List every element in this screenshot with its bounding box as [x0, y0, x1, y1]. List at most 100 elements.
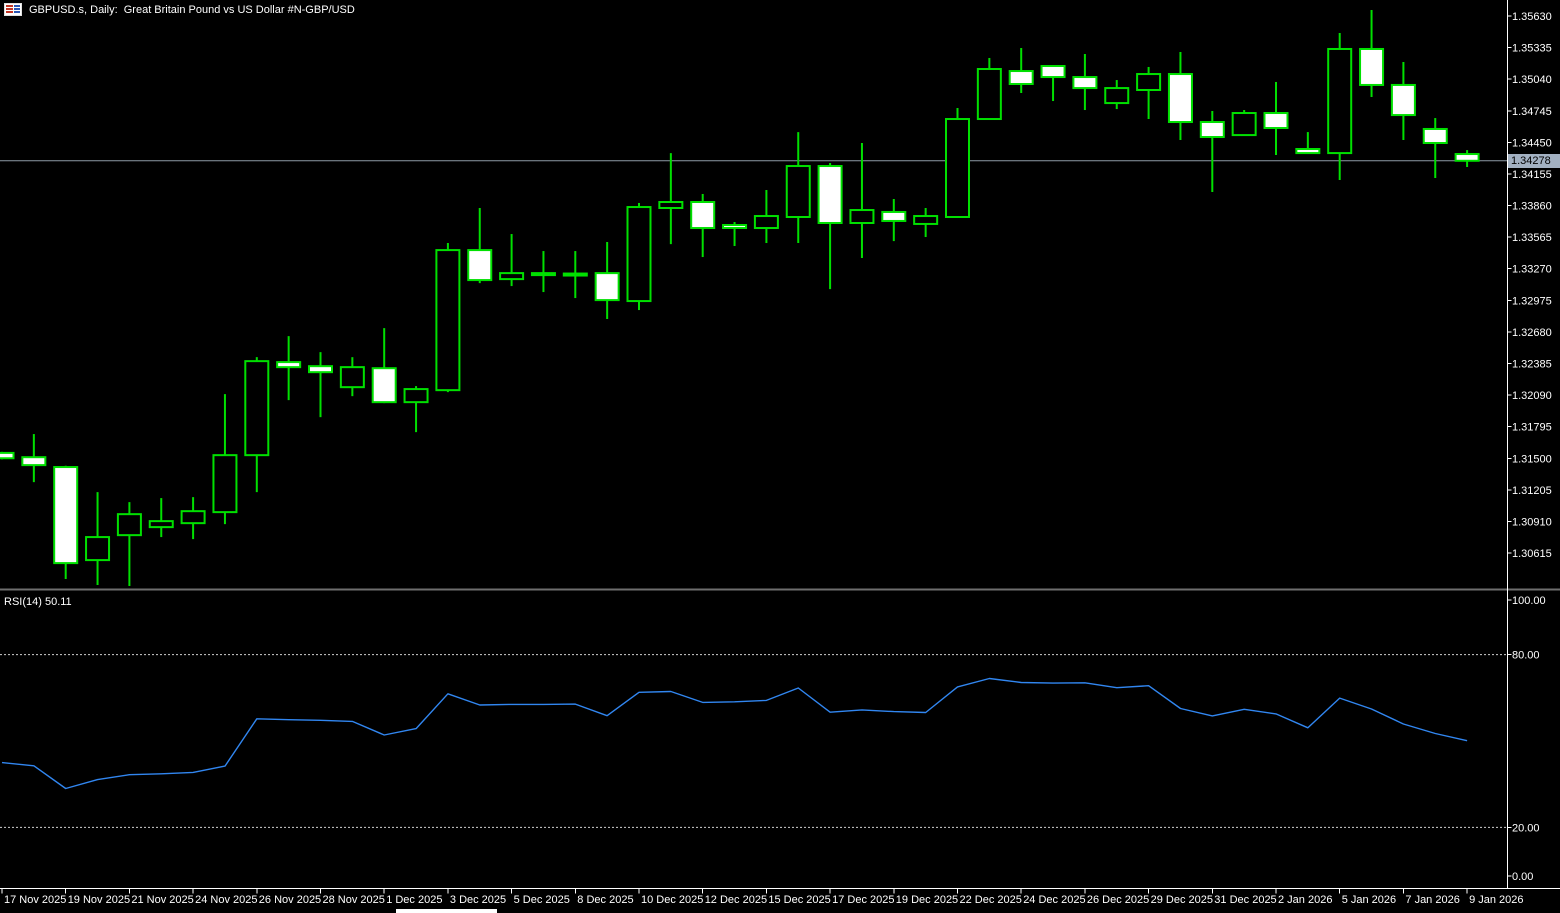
- rsi-value: 50.11: [44, 596, 72, 608]
- candle-14: [435, 243, 461, 393]
- candle-11: [339, 357, 365, 397]
- candle-36: [1136, 66, 1162, 120]
- candle-43: [1359, 10, 1385, 97]
- time-axis-label: 5 Dec 2025: [514, 894, 570, 906]
- time-axis-label: 26 Nov 2025: [259, 894, 321, 906]
- candle-26: [817, 163, 843, 290]
- time-axis-label: 26 Dec 2025: [1087, 894, 1149, 906]
- time-axis-label: 15 Dec 2025: [768, 894, 830, 906]
- price-axis-label: 1.31500: [1512, 453, 1552, 465]
- candle-2: [53, 465, 79, 580]
- candle-42: [1327, 33, 1353, 181]
- price-axis-label: 1.34155: [1512, 169, 1552, 181]
- rsi-axis-label: 80.00: [1512, 650, 1540, 662]
- candle-12: [371, 328, 397, 404]
- candle-3: [85, 492, 111, 586]
- time-axis-label: 17 Nov 2025: [4, 894, 66, 906]
- time-axis-label: 24 Nov 2025: [195, 894, 257, 906]
- candle-17: [530, 251, 556, 293]
- chart-title-bar: GBPUSD.s, Daily: Great Britain Pound vs …: [4, 3, 355, 16]
- candles-layer: [0, 10, 1480, 587]
- candle-0: [0, 451, 15, 460]
- price-axis[interactable]: 1.35630 1.35335 1.35040 1.34745 1.34450 1.341…: [1507, 11, 1552, 560]
- time-axis-label: 21 Nov 2025: [131, 894, 193, 906]
- candle-29: [913, 208, 939, 238]
- candle-28: [881, 199, 907, 242]
- candle-34: [1072, 54, 1098, 111]
- candle-18: [562, 251, 588, 299]
- time-axis[interactable]: 17 Nov 2025 19 Nov 2025 21 Nov 2025 24 Nov …: [1, 888, 1524, 907]
- candle-37: [1167, 51, 1193, 141]
- candle-35: [1104, 80, 1130, 110]
- time-axis-label: 10 Dec 2025: [641, 894, 703, 906]
- candle-24: [753, 190, 779, 244]
- time-axis-label: 8 Dec 2025: [577, 894, 633, 906]
- rsi-axis-label: 20.00: [1512, 822, 1540, 834]
- price-axis-label: 1.33270: [1512, 264, 1552, 276]
- price-axis-label: 1.30615: [1512, 548, 1552, 560]
- time-axis-label: 17 Dec 2025: [832, 894, 894, 906]
- candle-38: [1199, 110, 1225, 193]
- symbol-quotes-icon: [4, 3, 22, 16]
- price-axis-label: 1.32975: [1512, 295, 1552, 307]
- candle-33: [1040, 65, 1066, 102]
- chart-title: GBPUSD.s, Daily: Great Britain Pound vs …: [29, 3, 355, 16]
- time-axis-label: 1 Dec 2025: [386, 894, 442, 906]
- candle-40: [1263, 81, 1289, 155]
- price-axis-label: 1.35335: [1512, 43, 1552, 55]
- candle-10: [308, 352, 333, 418]
- rsi-axis-label: 0.00: [1512, 871, 1533, 883]
- candle-25: [785, 132, 811, 244]
- candle-6: [180, 497, 206, 540]
- time-axis-label: 7 Jan 2026: [1405, 894, 1459, 906]
- candle-23: [722, 222, 748, 247]
- candle-27: [849, 143, 875, 259]
- time-axis-label: 9 Jan 2026: [1469, 894, 1523, 906]
- candle-46: [1454, 150, 1480, 167]
- time-axis-label: 19 Dec 2025: [896, 894, 958, 906]
- rsi-plot[interactable]: [0, 591, 1508, 888]
- price-axis-label: 1.34450: [1512, 137, 1552, 149]
- price-axis-label: 1.31205: [1512, 485, 1552, 497]
- time-axis-label: 28 Nov 2025: [323, 894, 385, 906]
- rsi-axis-label: 100.00: [1512, 595, 1546, 607]
- price-axis-label: 1.32680: [1512, 327, 1552, 339]
- time-axis-label: 31 Dec 2025: [1214, 894, 1276, 906]
- icon-blue-pane: [13, 5, 20, 14]
- rsi-axis[interactable]: 100.00 80.00 20.00 0.00: [1507, 595, 1546, 883]
- candle-8: [244, 357, 270, 493]
- price-axis-label: 1.35630: [1512, 11, 1552, 23]
- price-axis-label: 1.31795: [1512, 422, 1552, 434]
- candle-22: [690, 193, 716, 258]
- rsi-indicator-label: RSI(14) 50.11: [4, 596, 72, 608]
- time-axis-label: 24 Dec 2025: [1023, 894, 1085, 906]
- candle-20: [626, 202, 652, 311]
- price-axis-label: 1.32385: [1512, 358, 1552, 370]
- candle-4: [116, 502, 142, 587]
- time-axis-label: 22 Dec 2025: [960, 894, 1022, 906]
- candle-45: [1422, 118, 1448, 179]
- horizontal-scrollbar-thumb[interactable]: [396, 909, 497, 913]
- candle-39: [1231, 110, 1257, 137]
- candle-9: [276, 336, 302, 401]
- time-axis-label: 2 Jan 2026: [1278, 894, 1332, 906]
- candle-44: [1390, 62, 1416, 141]
- candle-31: [976, 57, 1002, 121]
- candle-41: [1295, 132, 1321, 155]
- price-axis-label: 1.33860: [1512, 201, 1552, 213]
- candle-7: [212, 394, 238, 525]
- price-axis-label: 1.30910: [1512, 516, 1552, 528]
- time-axis-label: 12 Dec 2025: [705, 894, 767, 906]
- price-axis-label: 1.34745: [1512, 106, 1552, 118]
- time-axis-label: 5 Jan 2026: [1342, 894, 1396, 906]
- price-axis-label: 1.33565: [1512, 232, 1552, 244]
- price-axis-label: 1.35040: [1512, 74, 1552, 86]
- candle-21: [658, 153, 684, 245]
- candle-19: [594, 242, 620, 320]
- rsi-line: [1, 677, 1468, 790]
- candle-5: [148, 498, 174, 538]
- current-price-badge: 1.34278: [1508, 153, 1560, 168]
- price-axis-label: 1.32090: [1512, 390, 1552, 402]
